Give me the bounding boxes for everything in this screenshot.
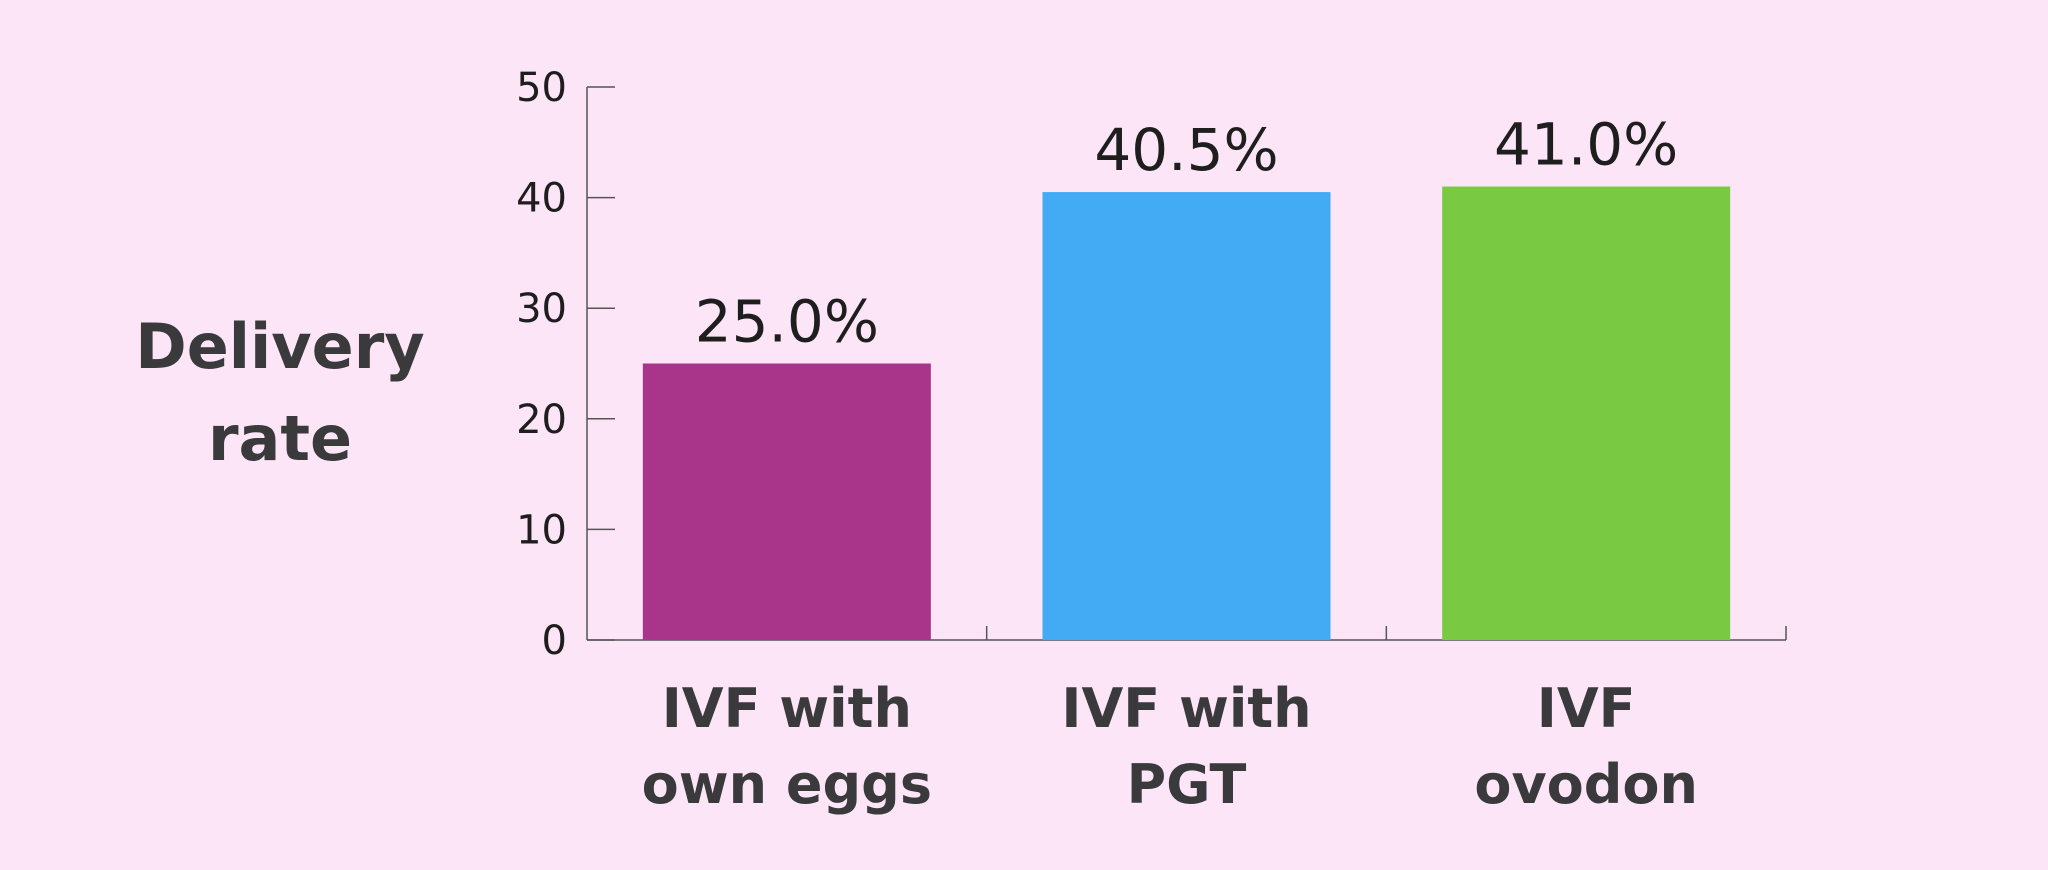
x-category-label: own eggs bbox=[642, 753, 932, 816]
data-label: 25.0% bbox=[695, 288, 879, 356]
y-axis-title-line-2: rate bbox=[208, 402, 352, 475]
x-category-label: ovodon bbox=[1474, 753, 1698, 816]
bar bbox=[1442, 186, 1731, 641]
bar bbox=[1042, 192, 1331, 640]
category-labels: IVF with own eggs IVF with PGT IVF ovodon bbox=[642, 677, 1698, 816]
x-category-label: IVF with bbox=[662, 677, 912, 740]
bars bbox=[642, 186, 1731, 641]
y-axis: 0 10 20 30 40 50 bbox=[516, 65, 615, 664]
bar bbox=[642, 363, 931, 640]
data-label: 41.0% bbox=[1494, 111, 1678, 179]
y-axis-title-line-1: Delivery bbox=[135, 310, 424, 383]
value-labels: 25.0% 40.5% 41.0% bbox=[695, 111, 1679, 356]
y-tick-label: 10 bbox=[516, 507, 567, 553]
data-label: 40.5% bbox=[1094, 116, 1278, 184]
y-tick-label: 20 bbox=[516, 397, 567, 443]
x-category-label: PGT bbox=[1127, 753, 1247, 816]
y-tick-label: 50 bbox=[516, 65, 567, 111]
y-tick-label: 40 bbox=[516, 176, 567, 222]
x-category-label: IVF bbox=[1537, 677, 1636, 740]
y-tick-label: 0 bbox=[542, 618, 567, 664]
y-axis-title: Delivery rate bbox=[135, 310, 424, 475]
y-tick-label: 30 bbox=[516, 286, 567, 332]
x-category-label: IVF with bbox=[1061, 677, 1311, 740]
